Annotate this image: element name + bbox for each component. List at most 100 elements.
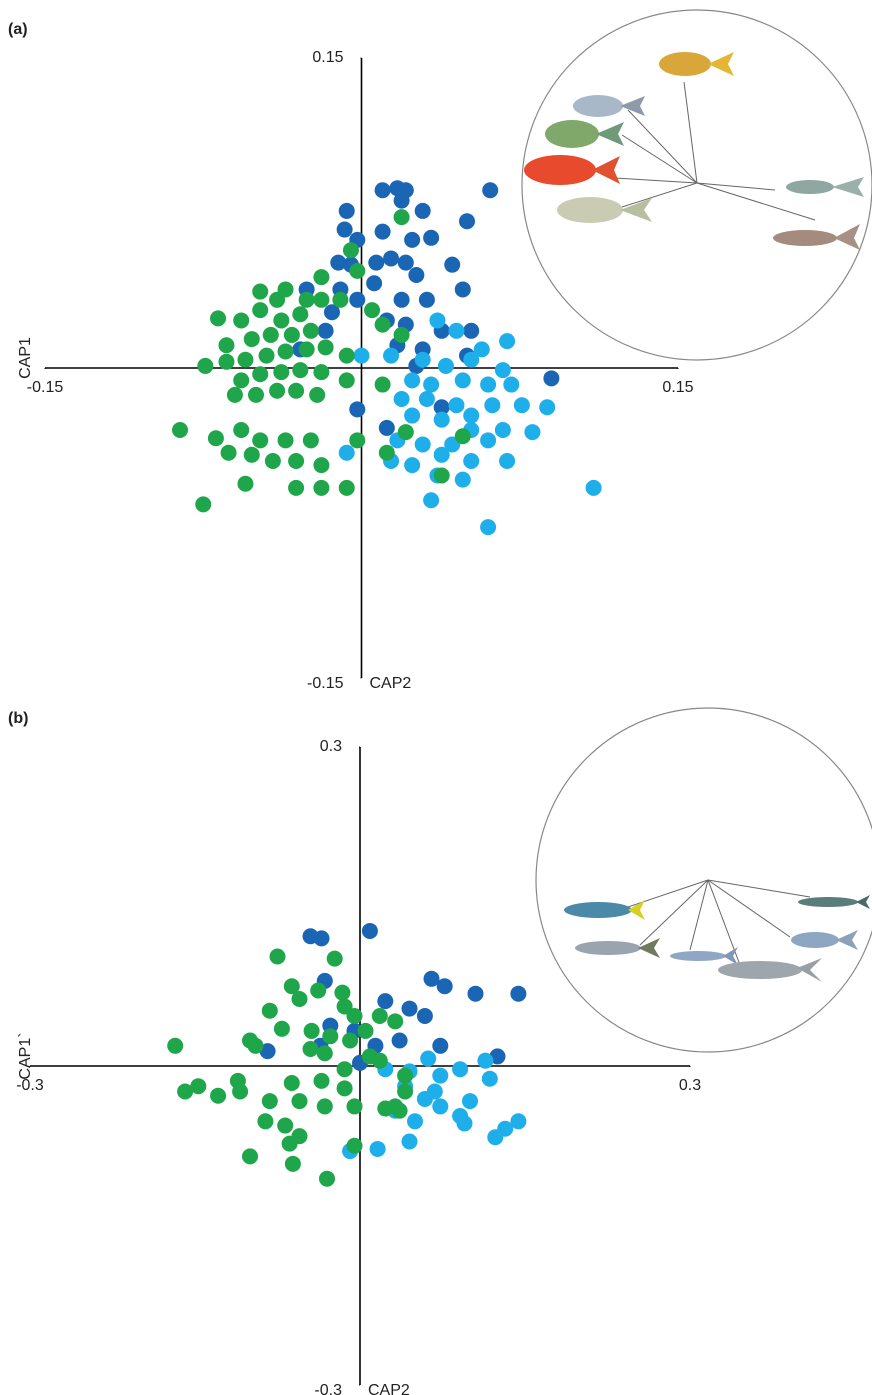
x-axis-label: CAP1`: [17, 1032, 34, 1079]
data-point: [302, 322, 319, 339]
data-point: [371, 1052, 388, 1069]
data-point: [288, 479, 305, 496]
y-axis-label: CAP2: [368, 1382, 410, 1395]
data-point: [463, 453, 480, 469]
data-point: [197, 357, 214, 374]
data-point: [487, 1129, 504, 1146]
data-point: [195, 496, 212, 513]
data-point: [467, 985, 484, 1002]
data-point: [463, 407, 480, 424]
data-point: [494, 422, 511, 438]
species-inset-a: [521, 9, 872, 361]
data-point: [414, 202, 431, 219]
data-point: [210, 1087, 227, 1104]
data-point: [353, 347, 370, 364]
data-point: [291, 991, 308, 1008]
data-point: [510, 985, 527, 1002]
data-point: [393, 291, 410, 308]
panel-label: (a): [8, 21, 28, 38]
data-point: [336, 1061, 353, 1078]
data-point: [269, 382, 286, 399]
data-point: [269, 291, 286, 308]
data-point: [349, 262, 366, 279]
data-point: [316, 1098, 333, 1115]
data-point: [338, 202, 355, 219]
data-point: [494, 362, 511, 379]
data-point: [346, 1098, 363, 1115]
data-point: [404, 407, 421, 424]
data-point: [393, 192, 410, 209]
data-point: [418, 291, 435, 308]
x-tick-label: -0.15: [27, 379, 64, 396]
data-point: [284, 1155, 301, 1172]
data-point: [233, 372, 250, 389]
data-point: [452, 1107, 469, 1124]
data-point: [167, 1037, 184, 1054]
data-point: [393, 209, 410, 226]
data-point: [313, 269, 330, 286]
data-point: [510, 1113, 527, 1130]
data-point: [338, 444, 355, 461]
data-point: [273, 312, 290, 329]
data-point: [513, 397, 530, 414]
data-point: [218, 337, 235, 354]
data-point: [397, 254, 414, 271]
data-point: [391, 1032, 408, 1049]
data-point: [283, 978, 300, 995]
data-point: [366, 275, 383, 292]
data-point: [233, 312, 250, 329]
data-point: [414, 351, 431, 368]
data-point: [480, 432, 497, 449]
data-point: [477, 1052, 494, 1069]
data-point: [401, 1133, 418, 1150]
data-point: [317, 339, 334, 356]
data-point: [338, 347, 355, 364]
data-point: [283, 326, 300, 343]
data-point: [408, 267, 425, 283]
data-point: [414, 436, 431, 453]
x-tick-label: 0.15: [662, 379, 693, 396]
data-point: [349, 401, 366, 418]
data-point: [210, 310, 227, 327]
x-tick-label: -0.3: [16, 1077, 44, 1094]
data-point: [377, 1100, 394, 1117]
data-point: [423, 229, 440, 246]
data-point: [543, 370, 560, 387]
data-point: [426, 1083, 443, 1100]
data-point: [273, 364, 290, 381]
data-point: [499, 453, 516, 469]
data-point: [480, 376, 497, 393]
data-point: [393, 326, 410, 343]
data-point: [374, 376, 391, 393]
data-point: [342, 242, 359, 259]
data-point: [226, 386, 243, 403]
data-point: [429, 312, 446, 329]
data-point: [374, 223, 391, 240]
data-point: [264, 453, 281, 469]
data-point: [243, 446, 260, 463]
data-point: [283, 1075, 300, 1092]
data-point: [393, 391, 410, 407]
data-point: [277, 1117, 294, 1134]
data-point: [357, 1022, 374, 1039]
data-point: [330, 254, 347, 271]
data-point: [172, 422, 189, 438]
data-point: [326, 950, 343, 967]
data-point: [342, 1032, 359, 1049]
x-axis-label: CAP1: [17, 337, 34, 379]
data-point: [336, 1080, 353, 1097]
data-point: [257, 1113, 274, 1130]
data-point: [432, 1037, 449, 1054]
data-point: [313, 364, 330, 381]
data-point: [298, 341, 315, 358]
data-point: [233, 422, 250, 438]
data-point: [463, 322, 480, 339]
data-point: [420, 1050, 437, 1067]
y-tick-label: -0.15: [307, 675, 344, 692]
data-point: [423, 376, 440, 393]
y-tick-label: 0.15: [312, 49, 343, 66]
data-point: [374, 182, 391, 199]
data-point: [489, 1048, 506, 1065]
data-point: [454, 428, 471, 445]
